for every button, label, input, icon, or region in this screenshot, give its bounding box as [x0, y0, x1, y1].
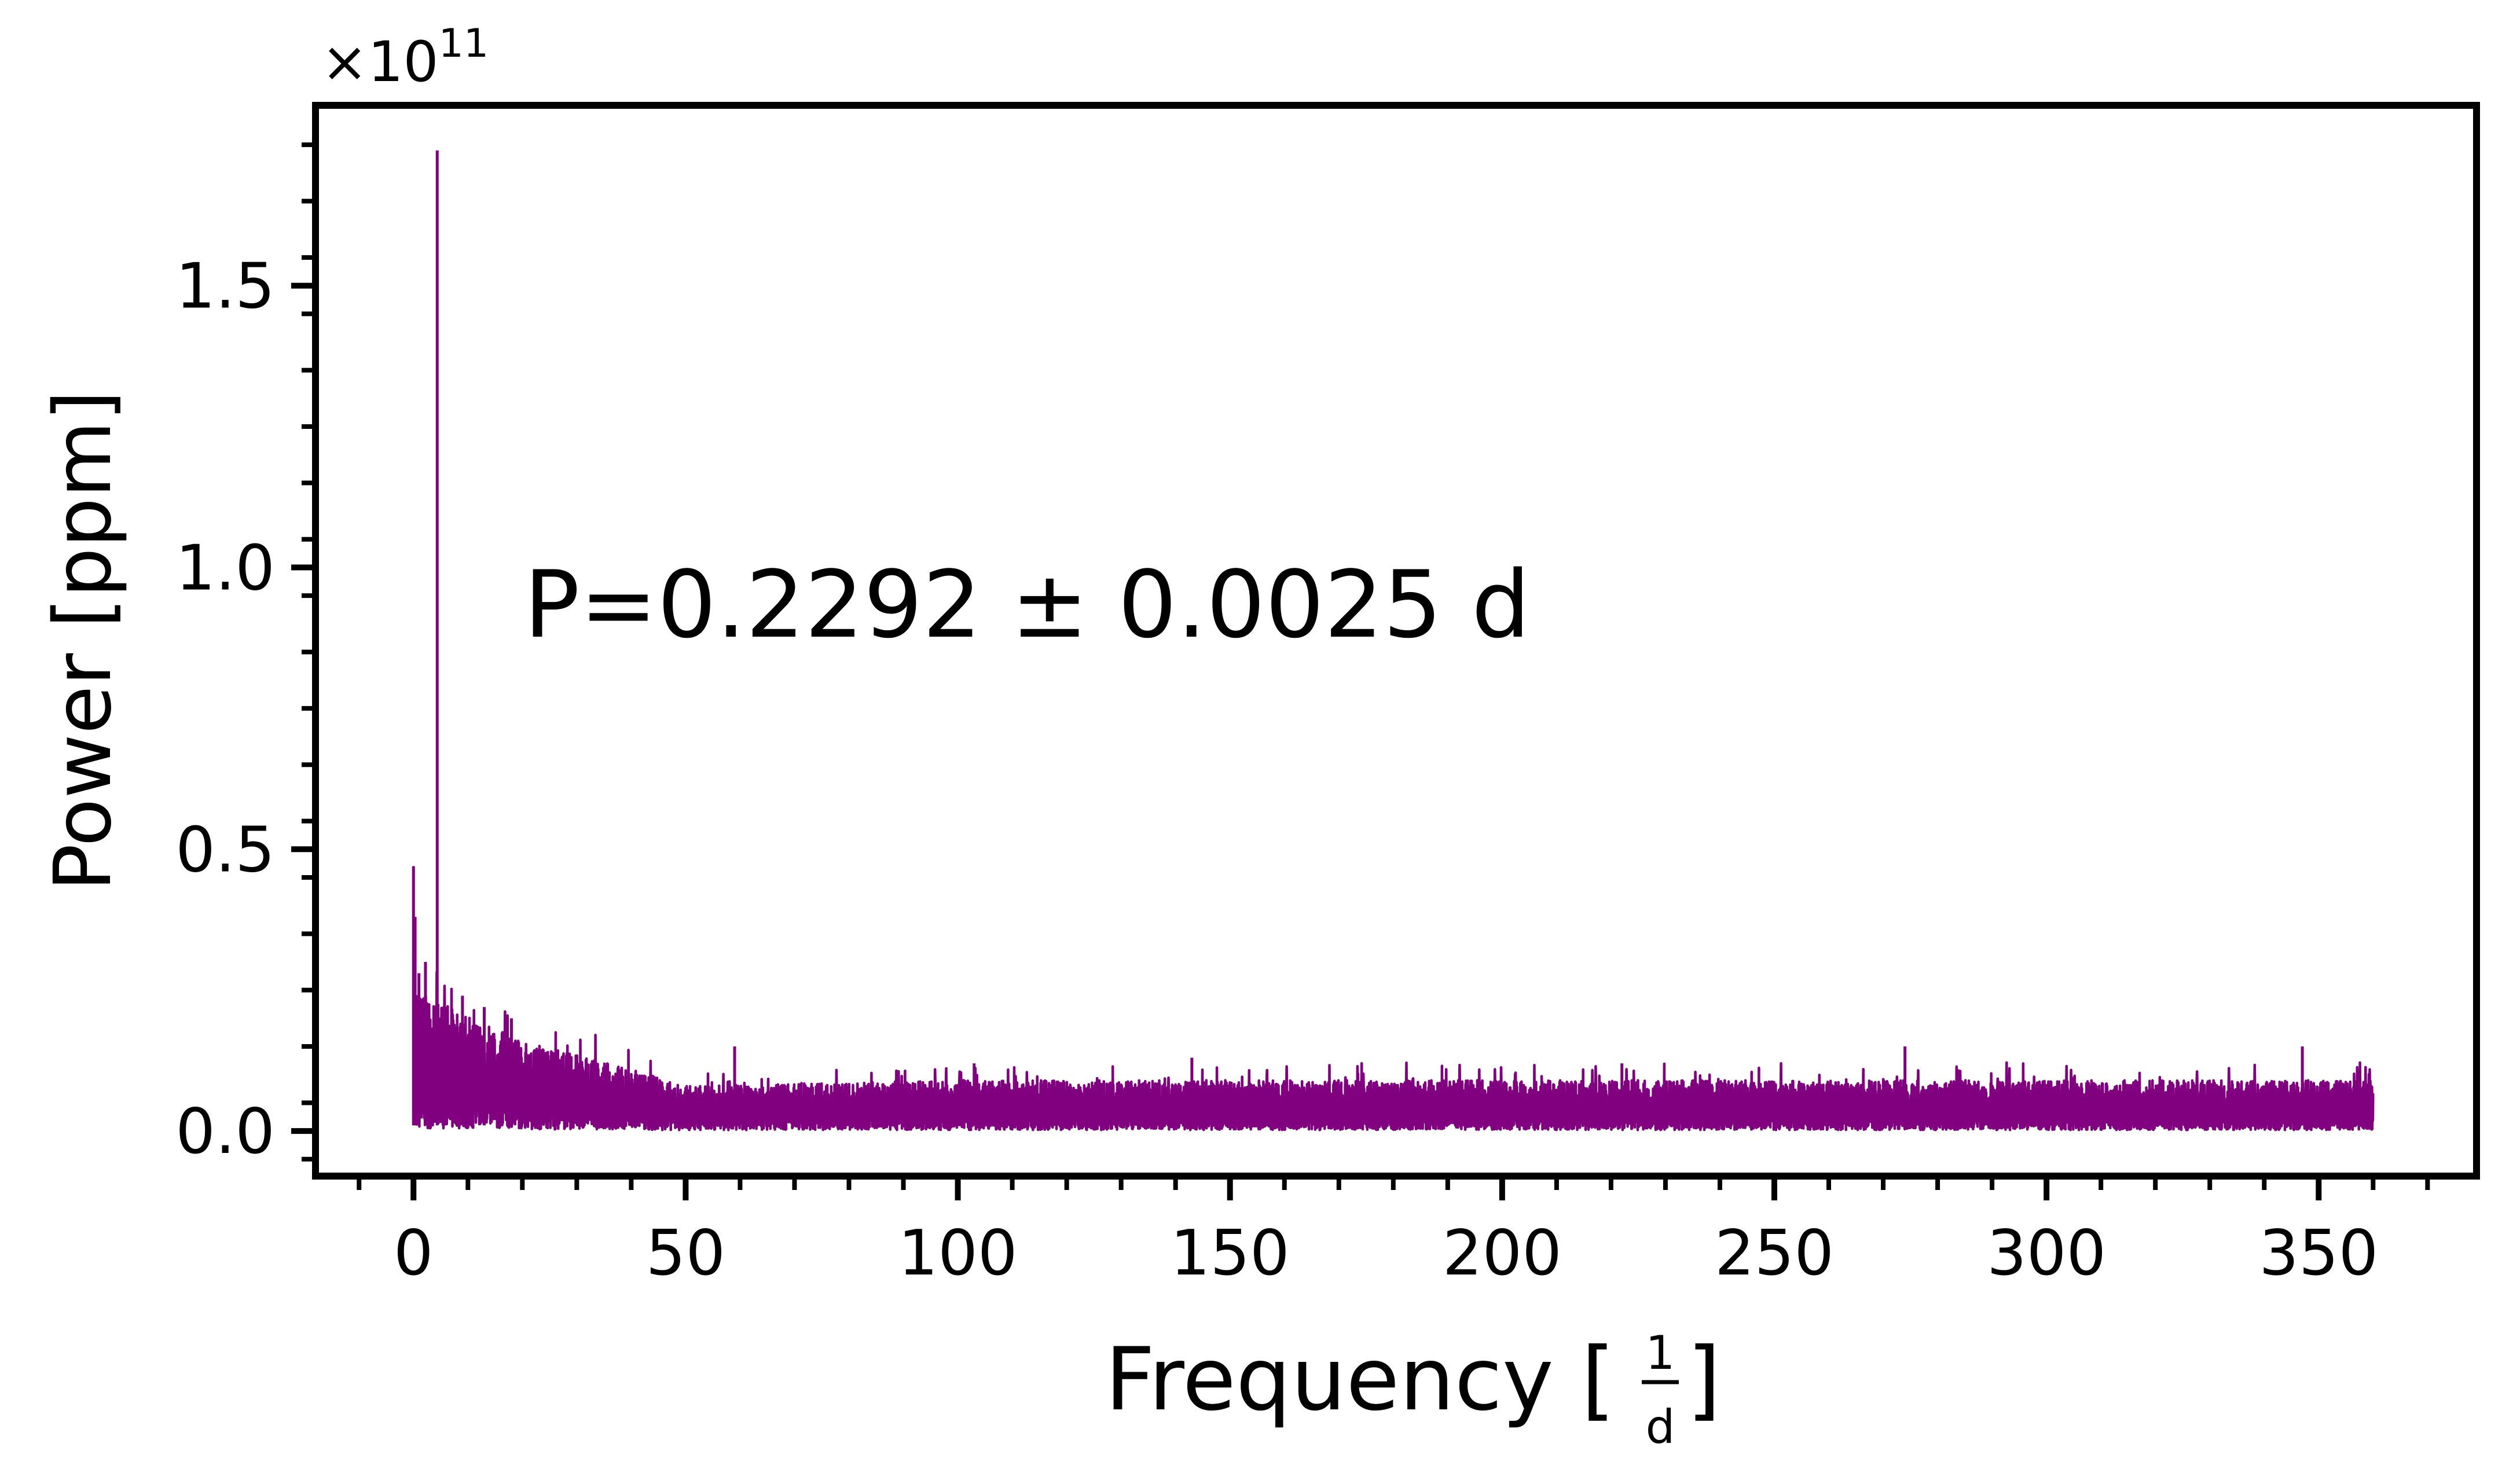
x-tick-label: 50 [646, 1217, 725, 1290]
x-tick-label: 100 [898, 1217, 1017, 1290]
axis-ticks [291, 142, 2430, 1200]
x-axis-label: Frequency [ 1 d ] [1105, 1326, 1721, 1454]
period-annotation: P=0.2292 ± 0.0025 d [524, 550, 1530, 659]
spectrum-line [412, 971, 2375, 1132]
y-axis-label: Power [ppm] [38, 390, 129, 891]
x-tick-label: 150 [1171, 1217, 1290, 1290]
y-tick-label: 1.0 [175, 532, 275, 604]
x-axis-label-close: ] [1687, 1329, 1721, 1430]
power-spectrum-trace [412, 150, 2375, 1132]
x-tick-label: 200 [1443, 1217, 1562, 1290]
y-tick-label: 0.0 [175, 1096, 275, 1168]
y-tick-label: 1.5 [175, 251, 275, 323]
x-tick-label: 350 [2259, 1217, 2378, 1290]
x-axis-label-numerator: 1 [1646, 1326, 1675, 1380]
x-tick-label: 300 [1987, 1217, 2106, 1290]
y-offset-exponent: 11 [439, 21, 489, 67]
x-axis-label-denominator: d [1646, 1400, 1675, 1454]
y-tick-label: 0.5 [175, 814, 275, 886]
x-tick-label: 250 [1715, 1217, 1834, 1290]
axis-tick-labels: 0 50 100 150 200 250 300 350 0.0 0.5 1.0 1.5 [175, 251, 2378, 1290]
x-axis-label-main: Frequency [ [1105, 1329, 1615, 1430]
plot-frame [312, 102, 2480, 1180]
y-offset-prefix: ×10 [321, 30, 439, 94]
x-tick-label: 0 [394, 1217, 434, 1290]
y-offset-text: ×1011 [321, 21, 489, 94]
